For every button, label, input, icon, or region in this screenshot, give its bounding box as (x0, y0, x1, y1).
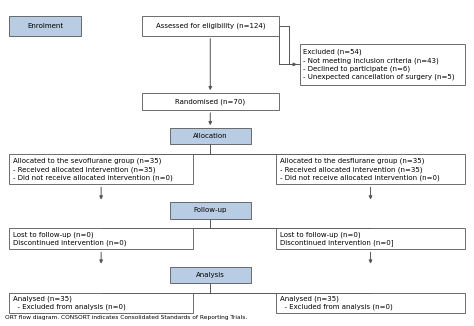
FancyBboxPatch shape (276, 229, 465, 249)
Text: Analysed (n=35)
  - Excluded from analysis (n=0): Analysed (n=35) - Excluded from analysis… (280, 296, 393, 310)
FancyBboxPatch shape (276, 293, 465, 313)
Text: Analysis: Analysis (196, 272, 225, 277)
Text: Allocated to the desflurane group (n=35)
- Received allocated intervention (n=35: Allocated to the desflurane group (n=35)… (280, 158, 440, 181)
Text: Excluded (n=54)
- Not meeting inclusion criteria (n=43)
- Declined to participat: Excluded (n=54) - Not meeting inclusion … (303, 49, 455, 80)
Text: Allocation: Allocation (193, 133, 228, 139)
Text: Lost to follow-up (n=0)
Discontinued intervention (n=0]: Lost to follow-up (n=0) Discontinued int… (280, 231, 394, 246)
FancyBboxPatch shape (9, 293, 193, 313)
Text: ORT flow diagram. CONSORT indicates Consolidated Standards of Reporting Trials.: ORT flow diagram. CONSORT indicates Cons… (5, 315, 247, 319)
FancyBboxPatch shape (170, 202, 251, 218)
FancyBboxPatch shape (9, 154, 193, 185)
Text: Lost to follow-up (n=0)
Discontinued intervention (n=0): Lost to follow-up (n=0) Discontinued int… (13, 231, 127, 246)
FancyBboxPatch shape (170, 266, 251, 283)
FancyBboxPatch shape (170, 128, 251, 144)
Text: Assessed for eligibility (n=124): Assessed for eligibility (n=124) (155, 22, 265, 29)
Text: Enrolment: Enrolment (27, 23, 64, 29)
FancyBboxPatch shape (142, 93, 279, 110)
FancyBboxPatch shape (9, 229, 193, 249)
Text: Analysed (n=35)
  - Excluded from analysis (n=0): Analysed (n=35) - Excluded from analysis… (13, 296, 126, 310)
FancyBboxPatch shape (142, 16, 279, 36)
FancyBboxPatch shape (276, 154, 465, 185)
FancyBboxPatch shape (300, 44, 465, 85)
FancyBboxPatch shape (9, 16, 82, 36)
Text: Allocated to the sevoflurane group (n=35)
- Received allocated intervention (n=3: Allocated to the sevoflurane group (n=35… (13, 158, 173, 181)
Text: Randomised (n=70): Randomised (n=70) (175, 98, 246, 105)
Text: Follow-up: Follow-up (193, 207, 227, 214)
